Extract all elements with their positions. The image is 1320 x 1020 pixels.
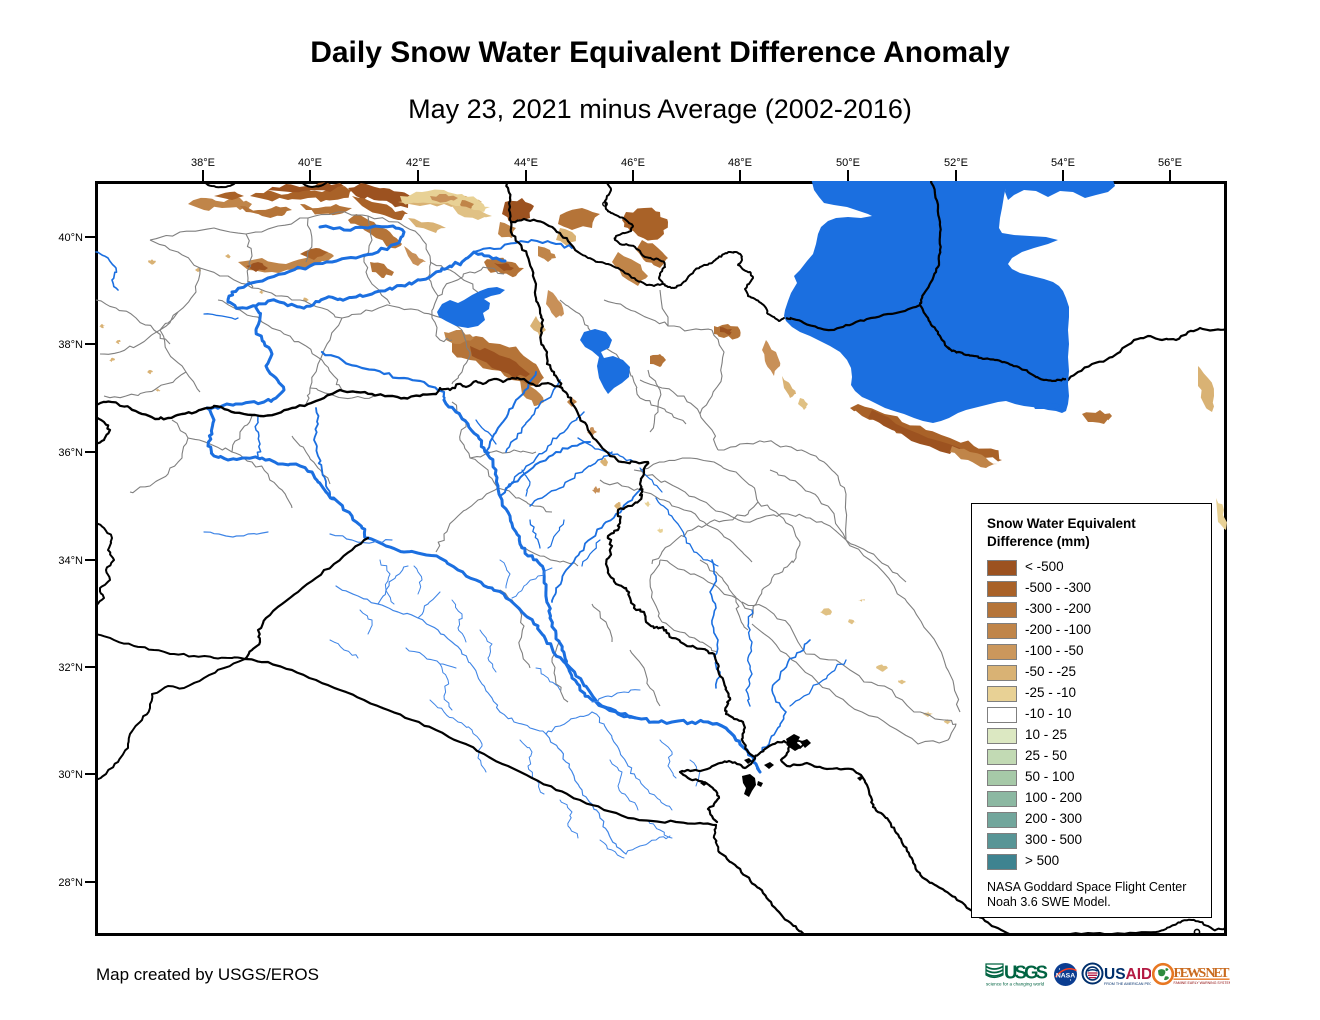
svg-text:48°E: 48°E xyxy=(728,157,752,169)
svg-text:32°N: 32°N xyxy=(58,662,83,674)
svg-text:54°E: 54°E xyxy=(1051,157,1075,169)
svg-text:science for a changing world: science for a changing world xyxy=(986,982,1045,987)
svg-text:36°N: 36°N xyxy=(58,447,83,459)
svg-text:50°E: 50°E xyxy=(836,157,860,169)
svg-text:38°E: 38°E xyxy=(191,157,215,169)
svg-text:28°N: 28°N xyxy=(58,877,83,889)
svg-text:30°N: 30°N xyxy=(58,769,83,781)
svg-text:56°E: 56°E xyxy=(1158,157,1182,169)
svg-text:40°E: 40°E xyxy=(298,157,322,169)
svg-text:USAID: USAID xyxy=(1104,966,1151,983)
svg-text:34°N: 34°N xyxy=(58,555,83,567)
svg-text:FEWS NET: FEWS NET xyxy=(1174,965,1230,980)
svg-text:FAMINE EARLY WARNING SYSTEMS N: FAMINE EARLY WARNING SYSTEMS NETWORK xyxy=(1174,981,1231,985)
svg-text:42°E: 42°E xyxy=(406,157,430,169)
svg-text:40°N: 40°N xyxy=(58,232,83,244)
svg-text:52°E: 52°E xyxy=(944,157,968,169)
svg-text:USGS: USGS xyxy=(1004,962,1048,983)
svg-text:FROM THE AMERICAN PEOPLE: FROM THE AMERICAN PEOPLE xyxy=(1104,982,1151,986)
svg-text:44°E: 44°E xyxy=(514,157,538,169)
svg-text:38°N: 38°N xyxy=(58,339,83,351)
svg-text:46°E: 46°E xyxy=(621,157,645,169)
svg-text:NASA: NASA xyxy=(1056,973,1075,980)
